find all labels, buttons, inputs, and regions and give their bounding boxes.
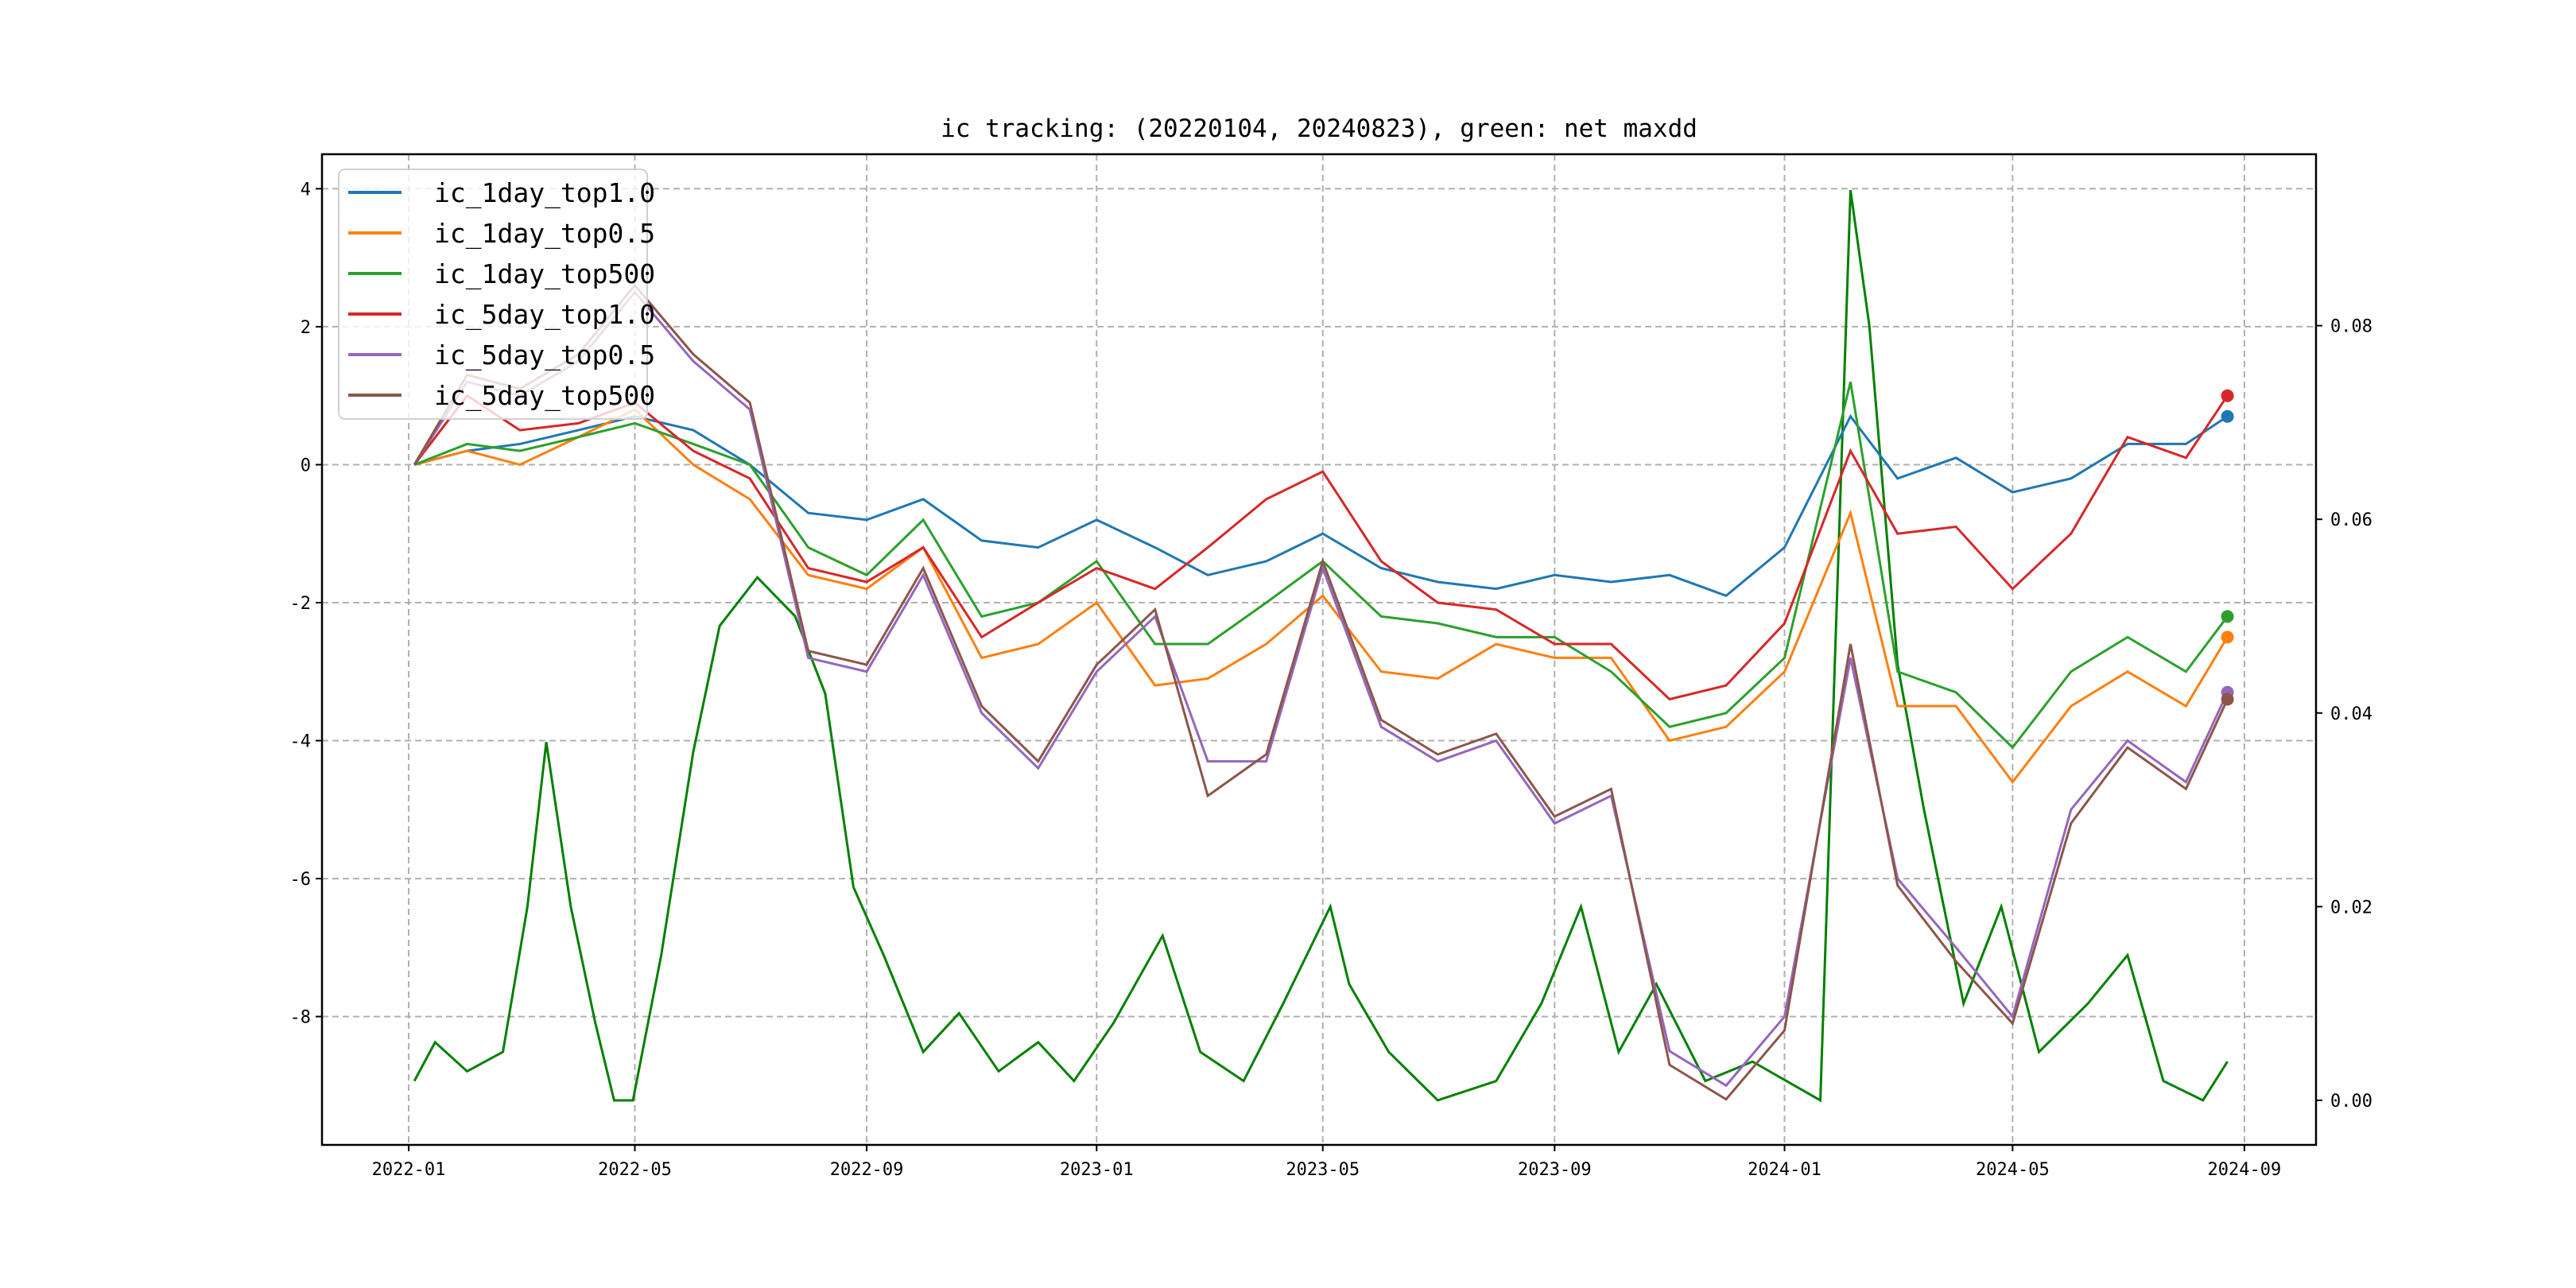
y-tick-label-left: -6 <box>290 870 312 890</box>
y-tick-label-left: 0 <box>301 456 311 475</box>
grid <box>322 154 2316 1145</box>
chart-title: ic tracking: (20220104, 20240823), green… <box>941 114 1697 143</box>
x-tick-label: 2022-05 <box>598 1160 672 1180</box>
y-tick-label-left: -8 <box>290 1008 312 1028</box>
legend-label: ic_5day_top500 <box>434 380 655 412</box>
endpoint-marker <box>2221 630 2234 644</box>
line-ic_5day_top500 <box>413 283 2229 1101</box>
line-ic_1day_top1-0 <box>413 413 2229 598</box>
x-tick-label: 2022-09 <box>830 1160 904 1180</box>
legend-box <box>338 169 648 420</box>
y-tick-label-left: -4 <box>290 732 312 752</box>
y-tick-label-left: -2 <box>290 594 312 614</box>
legend-label: ic_1day_top1.0 <box>434 177 655 209</box>
x-tick-label: 2023-01 <box>1060 1160 1134 1180</box>
legend-label: ic_5day_top1.0 <box>434 299 655 331</box>
line-ic_5day_top0-5 <box>413 290 2229 1088</box>
y-tick-label-left: 2 <box>301 318 311 338</box>
legend-label: ic_1day_top500 <box>434 258 655 290</box>
x-tick-label: 2024-01 <box>1748 1160 1821 1180</box>
series-lines <box>413 189 2234 1103</box>
axes: 2022-01 2022-05 2022-09 2023-01 2023-05 2023-… <box>290 153 2372 1180</box>
line-ic_5day_top1-0 <box>413 394 2229 701</box>
y-tick-label-right: 0.08 <box>2330 317 2372 337</box>
x-tick-label: 2023-05 <box>1286 1160 1360 1180</box>
y-tick-label-right: 0.04 <box>2330 704 2372 724</box>
y-tick-label-right: 0.06 <box>2330 510 2372 530</box>
x-tick-label: 2022-01 <box>372 1160 446 1180</box>
endpoint-marker <box>2221 692 2234 706</box>
x-tick-label: 2024-09 <box>2208 1160 2282 1180</box>
endpoint-marker <box>2221 610 2234 623</box>
y-tick-label-right: 0.02 <box>2330 898 2372 918</box>
legend-label: ic_1day_top0.5 <box>434 218 655 250</box>
line-ic_1day_top0-5 <box>413 408 2229 785</box>
x-tick-label: 2024-05 <box>1976 1160 2050 1180</box>
legend-label: ic_5day_top0.5 <box>434 339 655 371</box>
legend: ic_1day_top1.0 ic_1day_top0.5 ic_1day_top5… <box>338 169 655 420</box>
x-tick-label: 2023-09 <box>1518 1160 1592 1180</box>
y-tick-label-right: 0.00 <box>2330 1092 2372 1111</box>
endpoint-marker <box>2221 409 2234 423</box>
plot-frame <box>320 153 2318 1146</box>
endpoint-marker <box>2221 389 2234 402</box>
y-tick-label-left: 4 <box>301 180 311 200</box>
net-maxdd-line <box>413 189 2229 1103</box>
